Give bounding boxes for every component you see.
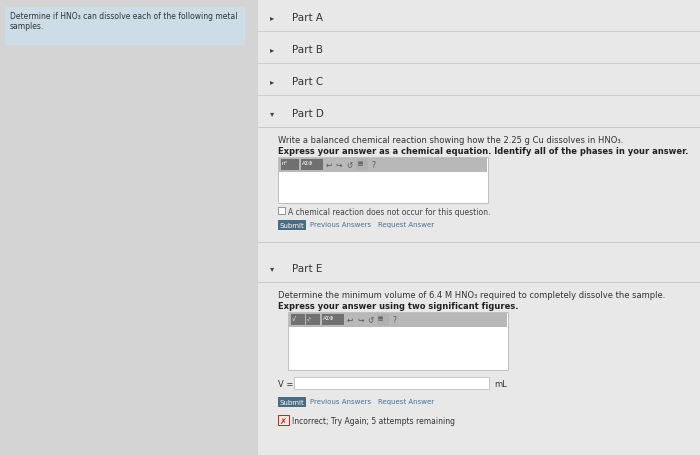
Text: ↪: ↪ [357, 315, 363, 324]
Text: Part A: Part A [292, 13, 323, 23]
Text: Express your answer as a chemical equation. Identify all of the phases in your a: Express your answer as a chemical equati… [278, 147, 688, 156]
Text: Request Answer: Request Answer [378, 398, 434, 404]
Text: ▾: ▾ [270, 263, 274, 273]
Bar [278, 207, 285, 214]
Text: Part C: Part C [292, 77, 323, 87]
Text: ▾: ▾ [270, 109, 274, 118]
Text: Determine the minimum volume of 6.4 M HNO₃ required to completely dissolve the s: Determine the minimum volume of 6.4 M HN… [278, 290, 666, 299]
Bar [281, 160, 299, 171]
Text: AΣΦ: AΣΦ [323, 316, 335, 321]
Text: Part E: Part E [292, 263, 323, 273]
Text: Previous Answers: Previous Answers [310, 398, 371, 404]
Text: Express your answer using two significant figures.: Express your answer using two significan… [278, 301, 519, 310]
Bar [258, 36, 700, 64]
Bar [289, 313, 507, 327]
Bar [288, 312, 508, 370]
Text: √: √ [292, 316, 296, 321]
Bar [279, 159, 487, 172]
Text: Part B: Part B [292, 45, 323, 55]
Text: ↪: ↪ [336, 161, 342, 170]
Bar [278, 397, 306, 407]
Bar [322, 314, 344, 325]
Text: Write a balanced chemical reaction showing how the 2.25 g Cu dissolves in HNO₃.: Write a balanced chemical reaction showi… [278, 136, 623, 145]
Text: Previous Answers: Previous Answers [310, 222, 371, 228]
Text: Submit: Submit [279, 399, 304, 405]
Bar [278, 157, 488, 203]
Text: ▸: ▸ [270, 13, 274, 22]
Text: ✗: ✗ [279, 416, 286, 425]
Text: ?: ? [392, 315, 396, 324]
Bar [306, 314, 320, 325]
Bar [258, 283, 700, 455]
Bar [258, 128, 700, 243]
Bar [5, 8, 245, 46]
Bar [294, 377, 489, 389]
Text: ↺: ↺ [346, 161, 352, 170]
Bar [258, 254, 700, 283]
Text: Determine if HNO₃ can dissolve each of the following metal
samples.: Determine if HNO₃ can dissolve each of t… [10, 12, 237, 31]
Text: Request Answer: Request Answer [378, 222, 434, 228]
Text: V =: V = [278, 379, 293, 388]
Bar [301, 160, 323, 171]
Text: nⁿ: nⁿ [282, 161, 288, 166]
Text: A chemical reaction does not occur for this question.: A chemical reaction does not occur for t… [288, 208, 491, 217]
Bar [291, 314, 305, 325]
Text: ?: ? [371, 161, 375, 170]
Bar [258, 100, 700, 128]
Text: ↩: ↩ [326, 161, 332, 170]
Text: mL: mL [494, 379, 507, 388]
Text: ▸: ▸ [270, 77, 274, 86]
Text: √ⁿ: √ⁿ [307, 316, 312, 321]
Bar [258, 4, 700, 32]
Bar [377, 314, 389, 325]
Text: Part D: Part D [292, 109, 324, 119]
Text: Submit: Submit [279, 222, 304, 228]
Text: ▸: ▸ [270, 45, 274, 54]
Bar [278, 415, 289, 425]
Bar [258, 68, 700, 96]
Text: ↩: ↩ [347, 315, 354, 324]
Text: AΣΦ: AΣΦ [302, 161, 314, 166]
Bar [258, 0, 700, 455]
Text: ▤: ▤ [357, 161, 363, 166]
Text: ▤: ▤ [378, 315, 384, 320]
Bar [279, 174, 487, 190]
Bar [356, 160, 368, 171]
Text: Incorrect; Try Again; 5 attempts remaining: Incorrect; Try Again; 5 attempts remaini… [292, 416, 455, 425]
Bar [278, 221, 306, 231]
Text: ↺: ↺ [367, 315, 373, 324]
